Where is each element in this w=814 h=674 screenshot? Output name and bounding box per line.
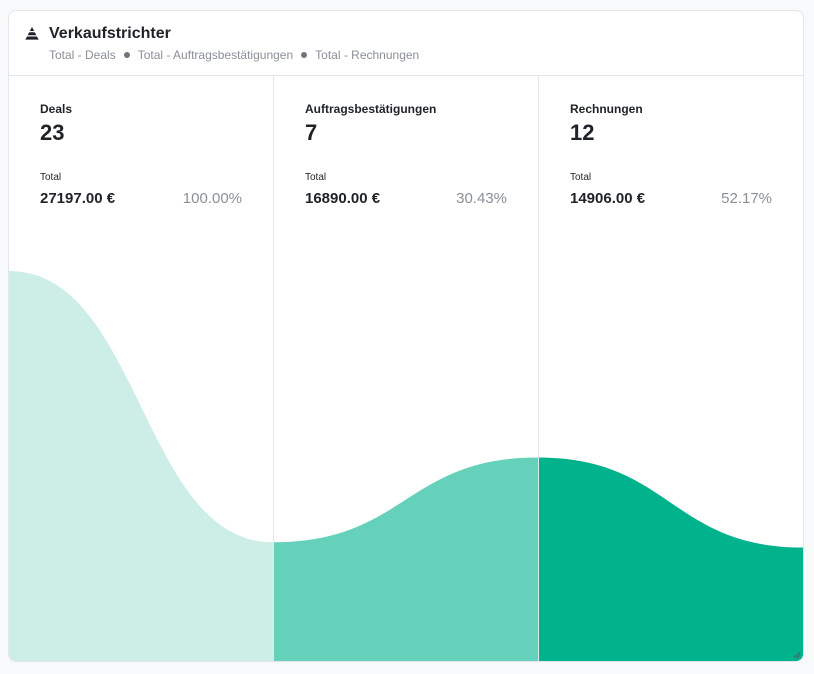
funnel-segment-deals [9, 271, 273, 661]
funnel-chart [9, 271, 803, 661]
funnel-stage-auftragsbestaetigungen: Auftragsbestätigungen 7 Total 16890.00 €… [273, 76, 539, 661]
breadcrumb-item: Total - Rechnungen [315, 48, 420, 62]
resize-handle-icon[interactable] [793, 651, 801, 659]
dot-separator-icon [301, 52, 308, 58]
stage-count: 12 [570, 120, 595, 145]
funnel-segment-rechnungen [538, 457, 803, 661]
total-amount: 16890.00 € [305, 190, 381, 207]
total-amount: 14906.00 € [570, 190, 646, 207]
conversion-percent: 100.00% [182, 190, 242, 207]
stage-label: Auftragsbestätigungen [305, 102, 437, 116]
stage-label: Rechnungen [570, 102, 643, 116]
breadcrumb-item: Total - Deals [49, 48, 116, 62]
funnel-stage-rechnungen: Rechnungen 12 Total 14906.00 € 52.17% [538, 76, 803, 661]
conversion-percent: 30.43% [456, 190, 507, 207]
total-amount: 27197.00 € [40, 190, 116, 207]
funnel-icon [25, 27, 39, 40]
stage-count: 23 [40, 120, 65, 145]
stage-label: Deals [40, 102, 73, 116]
card-header: Verkaufstrichter Total - Deals Total - A… [9, 11, 803, 76]
breadcrumb: Total - Deals Total - Auftragsbestätigun… [49, 48, 419, 62]
widget-title: Verkaufstrichter [49, 25, 171, 42]
stage-count: 7 [305, 120, 318, 145]
funnel-segment-auftragsbestaetigungen [273, 457, 538, 661]
total-label: Total [570, 172, 592, 183]
sales-funnel-card: Verkaufstrichter Total - Deals Total - A… [8, 10, 804, 662]
funnel-stage-deals: Deals 23 Total 27197.00 € 100.00% [9, 76, 274, 661]
total-label: Total [305, 172, 327, 183]
total-label: Total [40, 172, 62, 183]
breadcrumb-item: Total - Auftragsbestätigungen [137, 48, 294, 62]
dot-separator-icon [123, 52, 130, 58]
conversion-percent: 52.17% [721, 190, 772, 207]
